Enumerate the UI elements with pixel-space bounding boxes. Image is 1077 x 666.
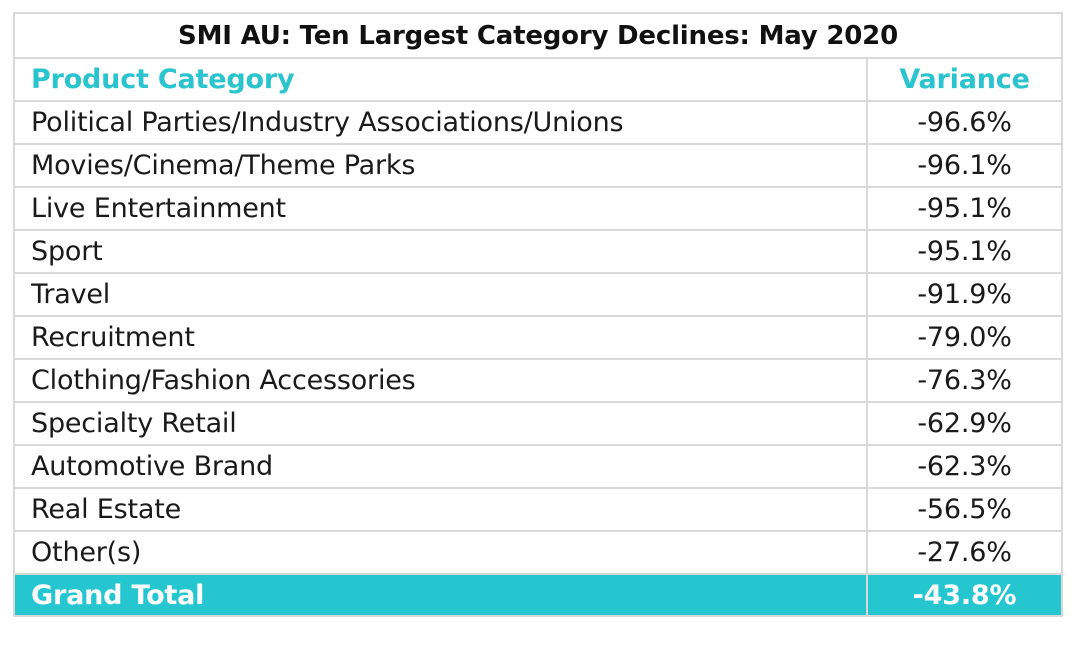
variance-cell: -79.0% [865,315,1064,360]
table-row: Recruitment -79.0% [13,315,1064,360]
table-row: Automotive Brand -62.3% [13,444,1064,489]
header-product-category: Product Category [13,57,868,102]
category-cell: Clothing/Fashion Accessories [13,358,868,403]
table-header-row: Product Category Variance [13,57,1064,102]
variance-cell: -76.3% [865,358,1064,403]
table-row: Other(s) -27.6% [13,530,1064,575]
header-variance: Variance [865,57,1064,102]
table-row: Political Parties/Industry Associations/… [13,100,1064,145]
variance-cell: -62.3% [865,444,1064,489]
category-cell: Political Parties/Industry Associations/… [13,100,868,145]
variance-cell: -91.9% [865,272,1064,317]
variance-cell: -56.5% [865,487,1064,532]
category-cell: Recruitment [13,315,868,360]
table-row: Real Estate -56.5% [13,487,1064,532]
table-row: Live Entertainment -95.1% [13,186,1064,231]
variance-cell: -62.9% [865,401,1064,446]
category-cell: Real Estate [13,487,868,532]
declines-table: SMI AU: Ten Largest Category Declines: M… [12,12,1064,617]
table-title: SMI AU: Ten Largest Category Declines: M… [12,12,1064,59]
table-row: Specialty Retail -62.9% [13,401,1064,446]
variance-cell: -95.1% [865,186,1064,231]
grand-total-row: Grand Total -43.8% [13,573,1064,617]
category-cell: Other(s) [13,530,868,575]
table-row: Clothing/Fashion Accessories -76.3% [13,358,1064,403]
variance-cell: -27.6% [865,530,1064,575]
category-cell: Movies/Cinema/Theme Parks [13,143,868,188]
category-cell: Automotive Brand [13,444,868,489]
table-row: Movies/Cinema/Theme Parks -96.1% [13,143,1064,188]
table-title-row: SMI AU: Ten Largest Category Declines: M… [12,12,1064,59]
category-cell: Sport [13,229,868,274]
category-cell: Specialty Retail [13,401,868,446]
variance-cell: -96.1% [865,143,1064,188]
category-cell: Travel [13,272,868,317]
variance-cell: -96.6% [865,100,1064,145]
table-row: Sport -95.1% [13,229,1064,274]
category-cell: Live Entertainment [13,186,868,231]
table-row: Travel -91.9% [13,272,1064,317]
grand-total-value: -43.8% [865,573,1064,617]
grand-total-label: Grand Total [13,573,868,617]
variance-cell: -95.1% [865,229,1064,274]
